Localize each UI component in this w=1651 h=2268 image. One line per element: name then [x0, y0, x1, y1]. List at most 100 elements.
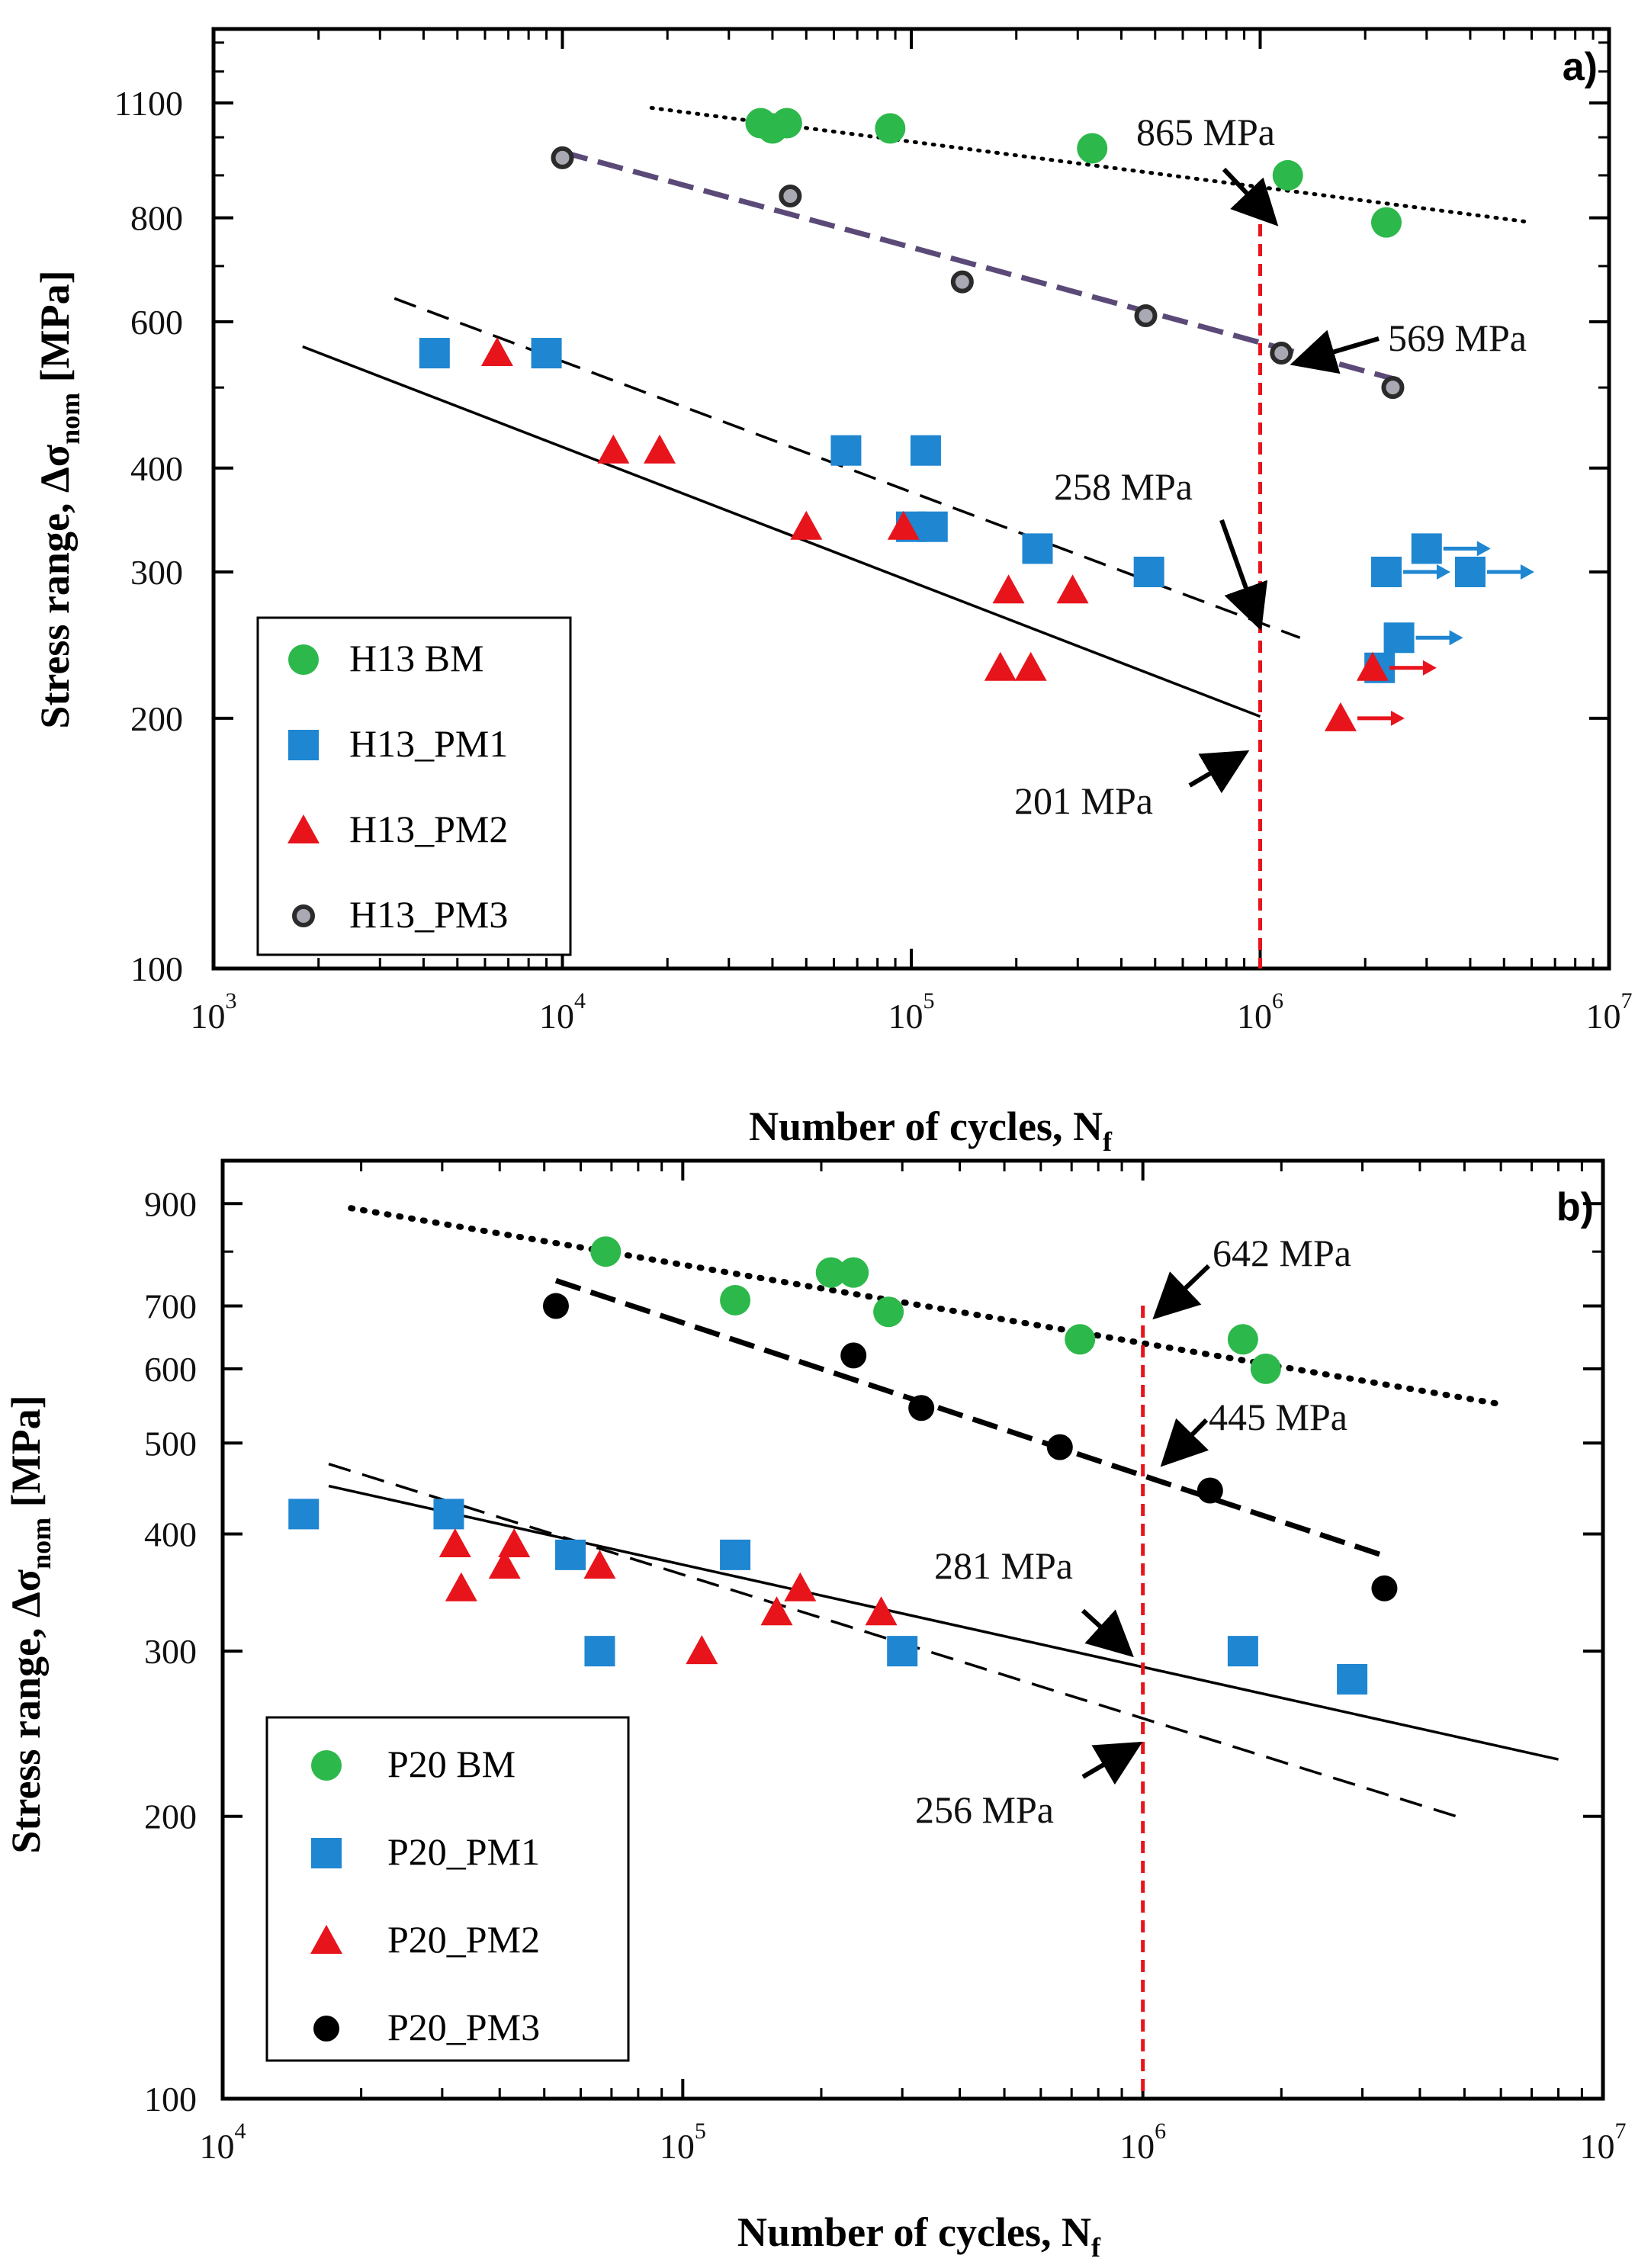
y-tick-label: 100	[130, 949, 183, 988]
runout-arrow-head	[1436, 564, 1450, 580]
runout-arrow-head	[1476, 541, 1491, 557]
data-point	[840, 1342, 867, 1369]
x-tick-label: 103	[191, 988, 237, 1036]
data-point	[771, 108, 802, 139]
data-point	[551, 146, 574, 169]
y-tick-label: 900	[144, 1184, 197, 1223]
annotation-281: 281 MPa	[934, 1544, 1134, 1658]
annotation-201: 201 MPa	[1014, 750, 1250, 822]
data-point	[910, 435, 941, 466]
y-tick-label: 600	[144, 1350, 197, 1389]
annotation-arrow	[1081, 1608, 1134, 1658]
legend-label: H13_PM3	[349, 893, 508, 936]
annotation-642: 642 MPa	[1152, 1232, 1351, 1320]
y-tick-label: 200	[130, 699, 183, 738]
data-point	[1250, 1353, 1281, 1384]
legend-marker	[292, 904, 315, 927]
data-point	[438, 1528, 471, 1557]
runout-arrow-head	[1449, 630, 1463, 646]
y-tick-label: 300	[144, 1632, 197, 1671]
annotation-arrow	[1290, 329, 1380, 374]
data-point	[1270, 342, 1293, 365]
x-tick-label: 107	[1586, 988, 1633, 1036]
plot-frame	[220, 1158, 1605, 2101]
data-point	[790, 510, 823, 540]
data-point	[830, 435, 862, 466]
data-point	[917, 511, 948, 542]
annotation-arrow	[1160, 1418, 1209, 1467]
data-point	[1337, 1663, 1368, 1695]
legend-label: P20 BM	[387, 1743, 516, 1785]
annotation-258: 258 MPa	[1054, 465, 1268, 631]
legend-label: H13_PM1	[349, 722, 508, 765]
data-point	[480, 337, 513, 367]
annotation-569: 569 MPa	[1290, 316, 1527, 374]
data-point	[542, 1293, 569, 1319]
data-point	[1077, 133, 1108, 164]
data-point	[1056, 574, 1089, 604]
data-point	[865, 1596, 898, 1626]
fit-line	[348, 1205, 1505, 1408]
data-point	[720, 1539, 751, 1570]
annotation-arrow	[1152, 1264, 1211, 1320]
runout-arrows	[1357, 541, 1534, 726]
legend-marker	[311, 1838, 342, 1868]
annotation-arrow	[1188, 750, 1250, 794]
legend-markers	[287, 644, 320, 927]
data-point	[784, 1572, 817, 1601]
x-tick-label: 104	[200, 2119, 246, 2166]
legend-marker	[311, 1750, 342, 1781]
data-point	[644, 434, 676, 464]
data-point	[597, 434, 630, 464]
data-point	[1022, 533, 1053, 564]
data-point	[1381, 376, 1405, 400]
annotation-865: 865 MPa	[1136, 111, 1279, 226]
data-points	[288, 1236, 1398, 1695]
data-point	[498, 1528, 531, 1557]
data-point	[1227, 1324, 1258, 1355]
data-point	[720, 1284, 751, 1316]
annotation-256: 256 MPa	[915, 1741, 1143, 1831]
y-tick-label: 300	[130, 553, 183, 592]
data-point	[1196, 1477, 1223, 1504]
x-tick-label: 107	[1580, 2119, 1627, 2166]
data-point	[838, 1257, 869, 1288]
y-tick-label: 700	[144, 1287, 197, 1326]
x-tick-label: 104	[539, 988, 586, 1036]
data-point	[1370, 207, 1402, 238]
y-axis-title: Stress range, Δσnom [MPa]	[32, 270, 85, 728]
x-tick-label: 106	[1119, 2119, 1166, 2166]
annotation-text: 445 MPa	[1209, 1396, 1347, 1438]
panel-label: a)	[1563, 45, 1598, 89]
annotation-arrow	[1081, 1741, 1143, 1785]
fit-line	[328, 1484, 1559, 1761]
legend: H13 BM H13_PM1 H13_PM2 H13_PM3	[256, 616, 572, 956]
y-tick-label: 200	[144, 1797, 197, 1836]
data-point	[488, 1550, 521, 1579]
data-points	[419, 108, 1486, 731]
y-tick-label: 1100	[114, 84, 183, 123]
y-tick-label: 600	[130, 303, 183, 342]
data-point	[531, 338, 562, 369]
axis-ticks: 103 104 105 106 107 100 200 300 400 600 800 1100	[114, 29, 1633, 1036]
data-point	[992, 574, 1025, 604]
data-point	[887, 510, 920, 540]
legend-label: P20_PM1	[387, 1830, 540, 1873]
data-point	[1046, 1434, 1073, 1460]
legend-label: H13_PM2	[349, 808, 508, 850]
fit-lines	[328, 1205, 1559, 1818]
data-point	[590, 1236, 622, 1267]
panel-label: b)	[1556, 1185, 1594, 1229]
annotation-text: 865 MPa	[1136, 111, 1275, 153]
data-point	[875, 113, 906, 144]
data-point	[555, 1539, 586, 1570]
data-point	[1133, 556, 1164, 587]
data-point	[760, 1596, 793, 1626]
data-point	[1065, 1324, 1096, 1355]
data-point	[433, 1499, 464, 1530]
data-point	[1014, 651, 1047, 681]
annotation-445: 445 MPa	[1160, 1396, 1347, 1467]
legend-label: H13 BM	[349, 637, 483, 679]
x-tick-label: 105	[660, 2119, 706, 2166]
